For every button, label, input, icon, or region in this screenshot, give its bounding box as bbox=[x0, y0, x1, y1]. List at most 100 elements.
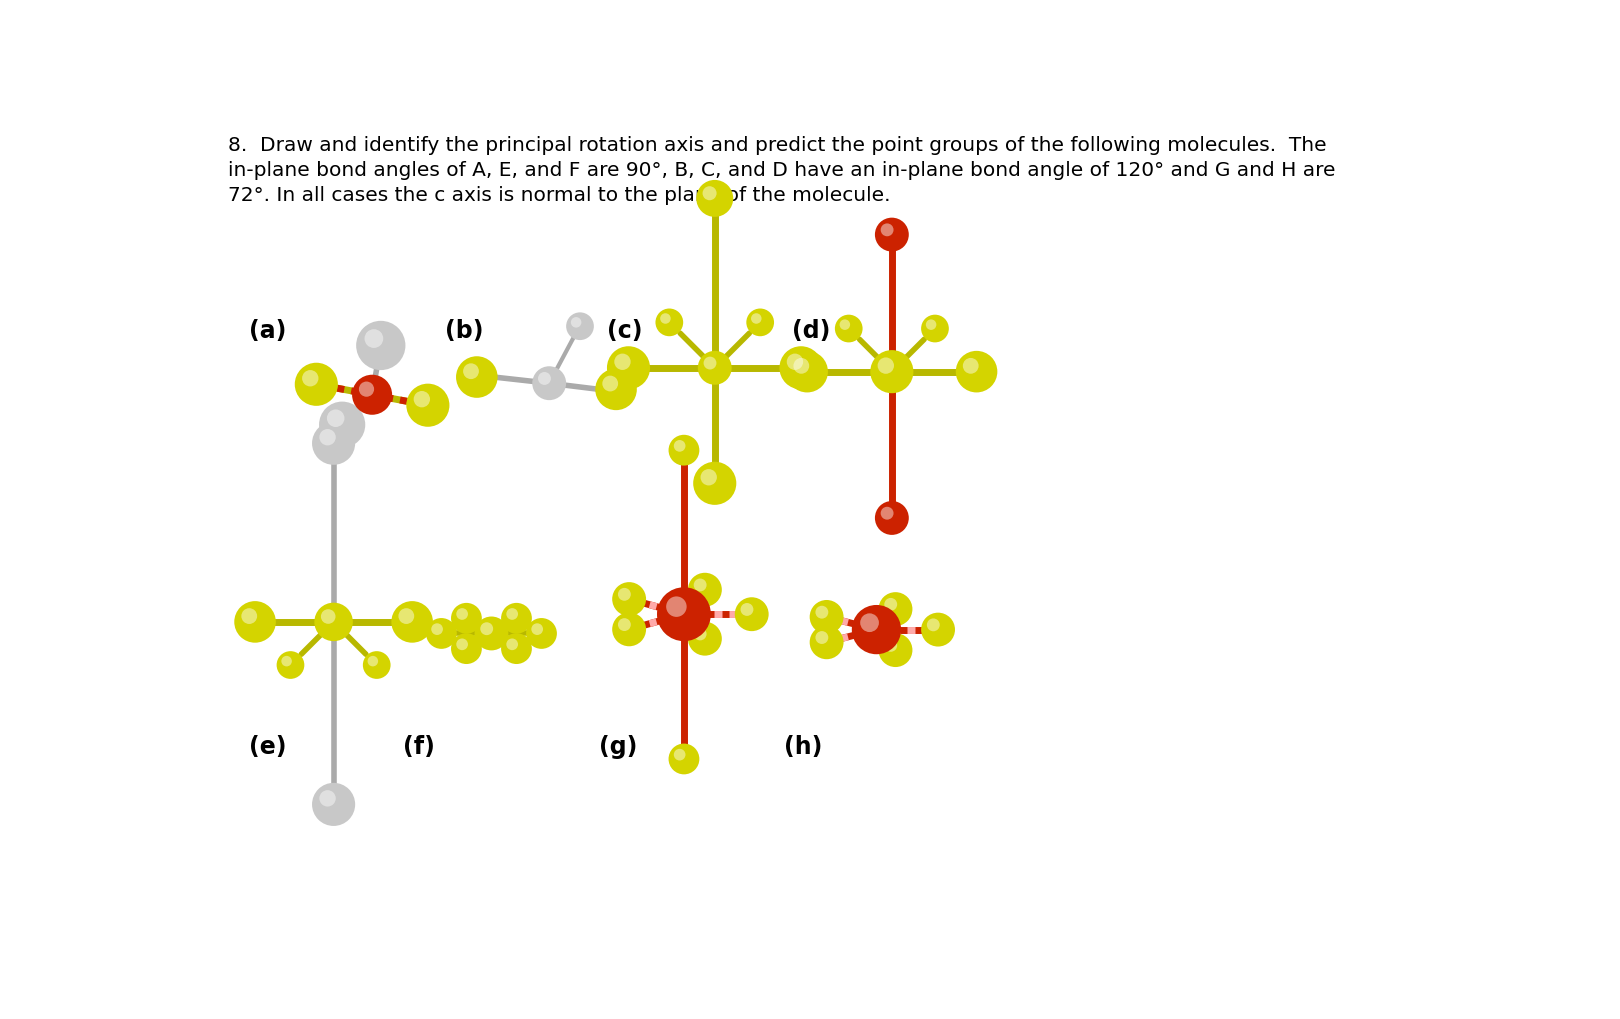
Circle shape bbox=[735, 598, 768, 632]
Circle shape bbox=[815, 632, 828, 644]
Circle shape bbox=[815, 606, 828, 619]
Circle shape bbox=[407, 384, 449, 427]
Circle shape bbox=[356, 322, 405, 371]
Circle shape bbox=[531, 624, 543, 636]
Circle shape bbox=[752, 314, 761, 324]
Circle shape bbox=[457, 639, 468, 650]
Circle shape bbox=[313, 783, 355, 826]
Circle shape bbox=[457, 357, 497, 398]
Text: (e): (e) bbox=[249, 734, 287, 758]
Circle shape bbox=[703, 187, 716, 201]
Text: (f): (f) bbox=[403, 734, 434, 758]
Circle shape bbox=[319, 430, 335, 446]
Circle shape bbox=[860, 613, 880, 633]
Circle shape bbox=[693, 579, 706, 592]
Circle shape bbox=[834, 315, 862, 343]
Circle shape bbox=[457, 608, 468, 621]
Text: (a): (a) bbox=[249, 318, 287, 342]
Text: 8.  Draw and identify the principal rotation axis and predict the point groups o: 8. Draw and identify the principal rotat… bbox=[228, 137, 1327, 155]
Circle shape bbox=[786, 352, 828, 393]
Text: (c): (c) bbox=[608, 318, 643, 342]
Circle shape bbox=[617, 619, 630, 632]
Circle shape bbox=[538, 373, 551, 385]
Circle shape bbox=[870, 351, 914, 393]
Circle shape bbox=[501, 603, 531, 634]
Circle shape bbox=[612, 612, 646, 647]
Circle shape bbox=[794, 359, 810, 374]
Circle shape bbox=[779, 346, 823, 390]
Circle shape bbox=[603, 376, 619, 392]
Circle shape bbox=[475, 616, 509, 651]
Circle shape bbox=[501, 634, 531, 664]
Circle shape bbox=[368, 656, 377, 666]
Circle shape bbox=[885, 639, 897, 652]
Circle shape bbox=[295, 364, 339, 407]
Circle shape bbox=[608, 346, 650, 390]
Circle shape bbox=[480, 623, 492, 636]
Circle shape bbox=[878, 634, 912, 667]
Circle shape bbox=[533, 367, 565, 400]
Circle shape bbox=[301, 371, 319, 387]
Circle shape bbox=[674, 440, 685, 452]
Circle shape bbox=[314, 603, 353, 642]
Text: (b): (b) bbox=[446, 318, 484, 342]
Circle shape bbox=[319, 791, 335, 807]
Circle shape bbox=[450, 603, 481, 634]
Circle shape bbox=[413, 391, 429, 408]
Circle shape bbox=[526, 619, 557, 649]
Circle shape bbox=[956, 352, 998, 393]
Circle shape bbox=[282, 656, 292, 666]
Circle shape bbox=[875, 218, 909, 253]
Text: (g): (g) bbox=[599, 734, 638, 758]
Text: (d): (d) bbox=[792, 318, 829, 342]
Circle shape bbox=[327, 410, 345, 428]
Circle shape bbox=[277, 651, 305, 680]
Circle shape bbox=[922, 613, 956, 647]
Circle shape bbox=[669, 435, 700, 466]
Circle shape bbox=[612, 583, 646, 616]
Circle shape bbox=[688, 574, 723, 607]
Circle shape bbox=[617, 588, 630, 601]
Circle shape bbox=[878, 593, 912, 627]
Circle shape bbox=[881, 507, 894, 520]
Circle shape bbox=[313, 422, 355, 466]
Circle shape bbox=[927, 619, 940, 632]
Circle shape bbox=[925, 320, 936, 330]
Circle shape bbox=[399, 608, 415, 625]
Circle shape bbox=[810, 626, 844, 659]
Circle shape bbox=[962, 359, 978, 374]
Circle shape bbox=[674, 749, 685, 761]
Circle shape bbox=[693, 463, 737, 505]
Circle shape bbox=[700, 470, 718, 486]
Circle shape bbox=[360, 382, 374, 397]
Circle shape bbox=[658, 588, 711, 642]
Circle shape bbox=[507, 639, 518, 650]
Circle shape bbox=[570, 318, 582, 328]
Circle shape bbox=[688, 623, 723, 656]
Circle shape bbox=[669, 744, 700, 774]
Circle shape bbox=[431, 624, 442, 636]
Circle shape bbox=[747, 309, 774, 337]
Circle shape bbox=[787, 355, 804, 371]
Circle shape bbox=[392, 601, 433, 643]
Circle shape bbox=[875, 501, 909, 535]
Circle shape bbox=[698, 352, 732, 385]
Circle shape bbox=[661, 314, 671, 324]
Circle shape bbox=[852, 605, 901, 654]
Text: 72°. In all cases the c axis is normal to the plane of the molecule.: 72°. In all cases the c axis is normal t… bbox=[228, 185, 891, 205]
Circle shape bbox=[450, 634, 481, 664]
Circle shape bbox=[881, 224, 894, 237]
Circle shape bbox=[810, 600, 844, 634]
Circle shape bbox=[885, 598, 897, 611]
Text: (h): (h) bbox=[784, 734, 823, 758]
Circle shape bbox=[241, 608, 258, 625]
Circle shape bbox=[352, 375, 392, 416]
Circle shape bbox=[922, 315, 949, 343]
Circle shape bbox=[697, 180, 734, 218]
Circle shape bbox=[319, 403, 364, 448]
Circle shape bbox=[364, 330, 384, 348]
Circle shape bbox=[595, 369, 637, 411]
Circle shape bbox=[463, 364, 480, 380]
Circle shape bbox=[363, 651, 390, 680]
Circle shape bbox=[740, 603, 753, 616]
